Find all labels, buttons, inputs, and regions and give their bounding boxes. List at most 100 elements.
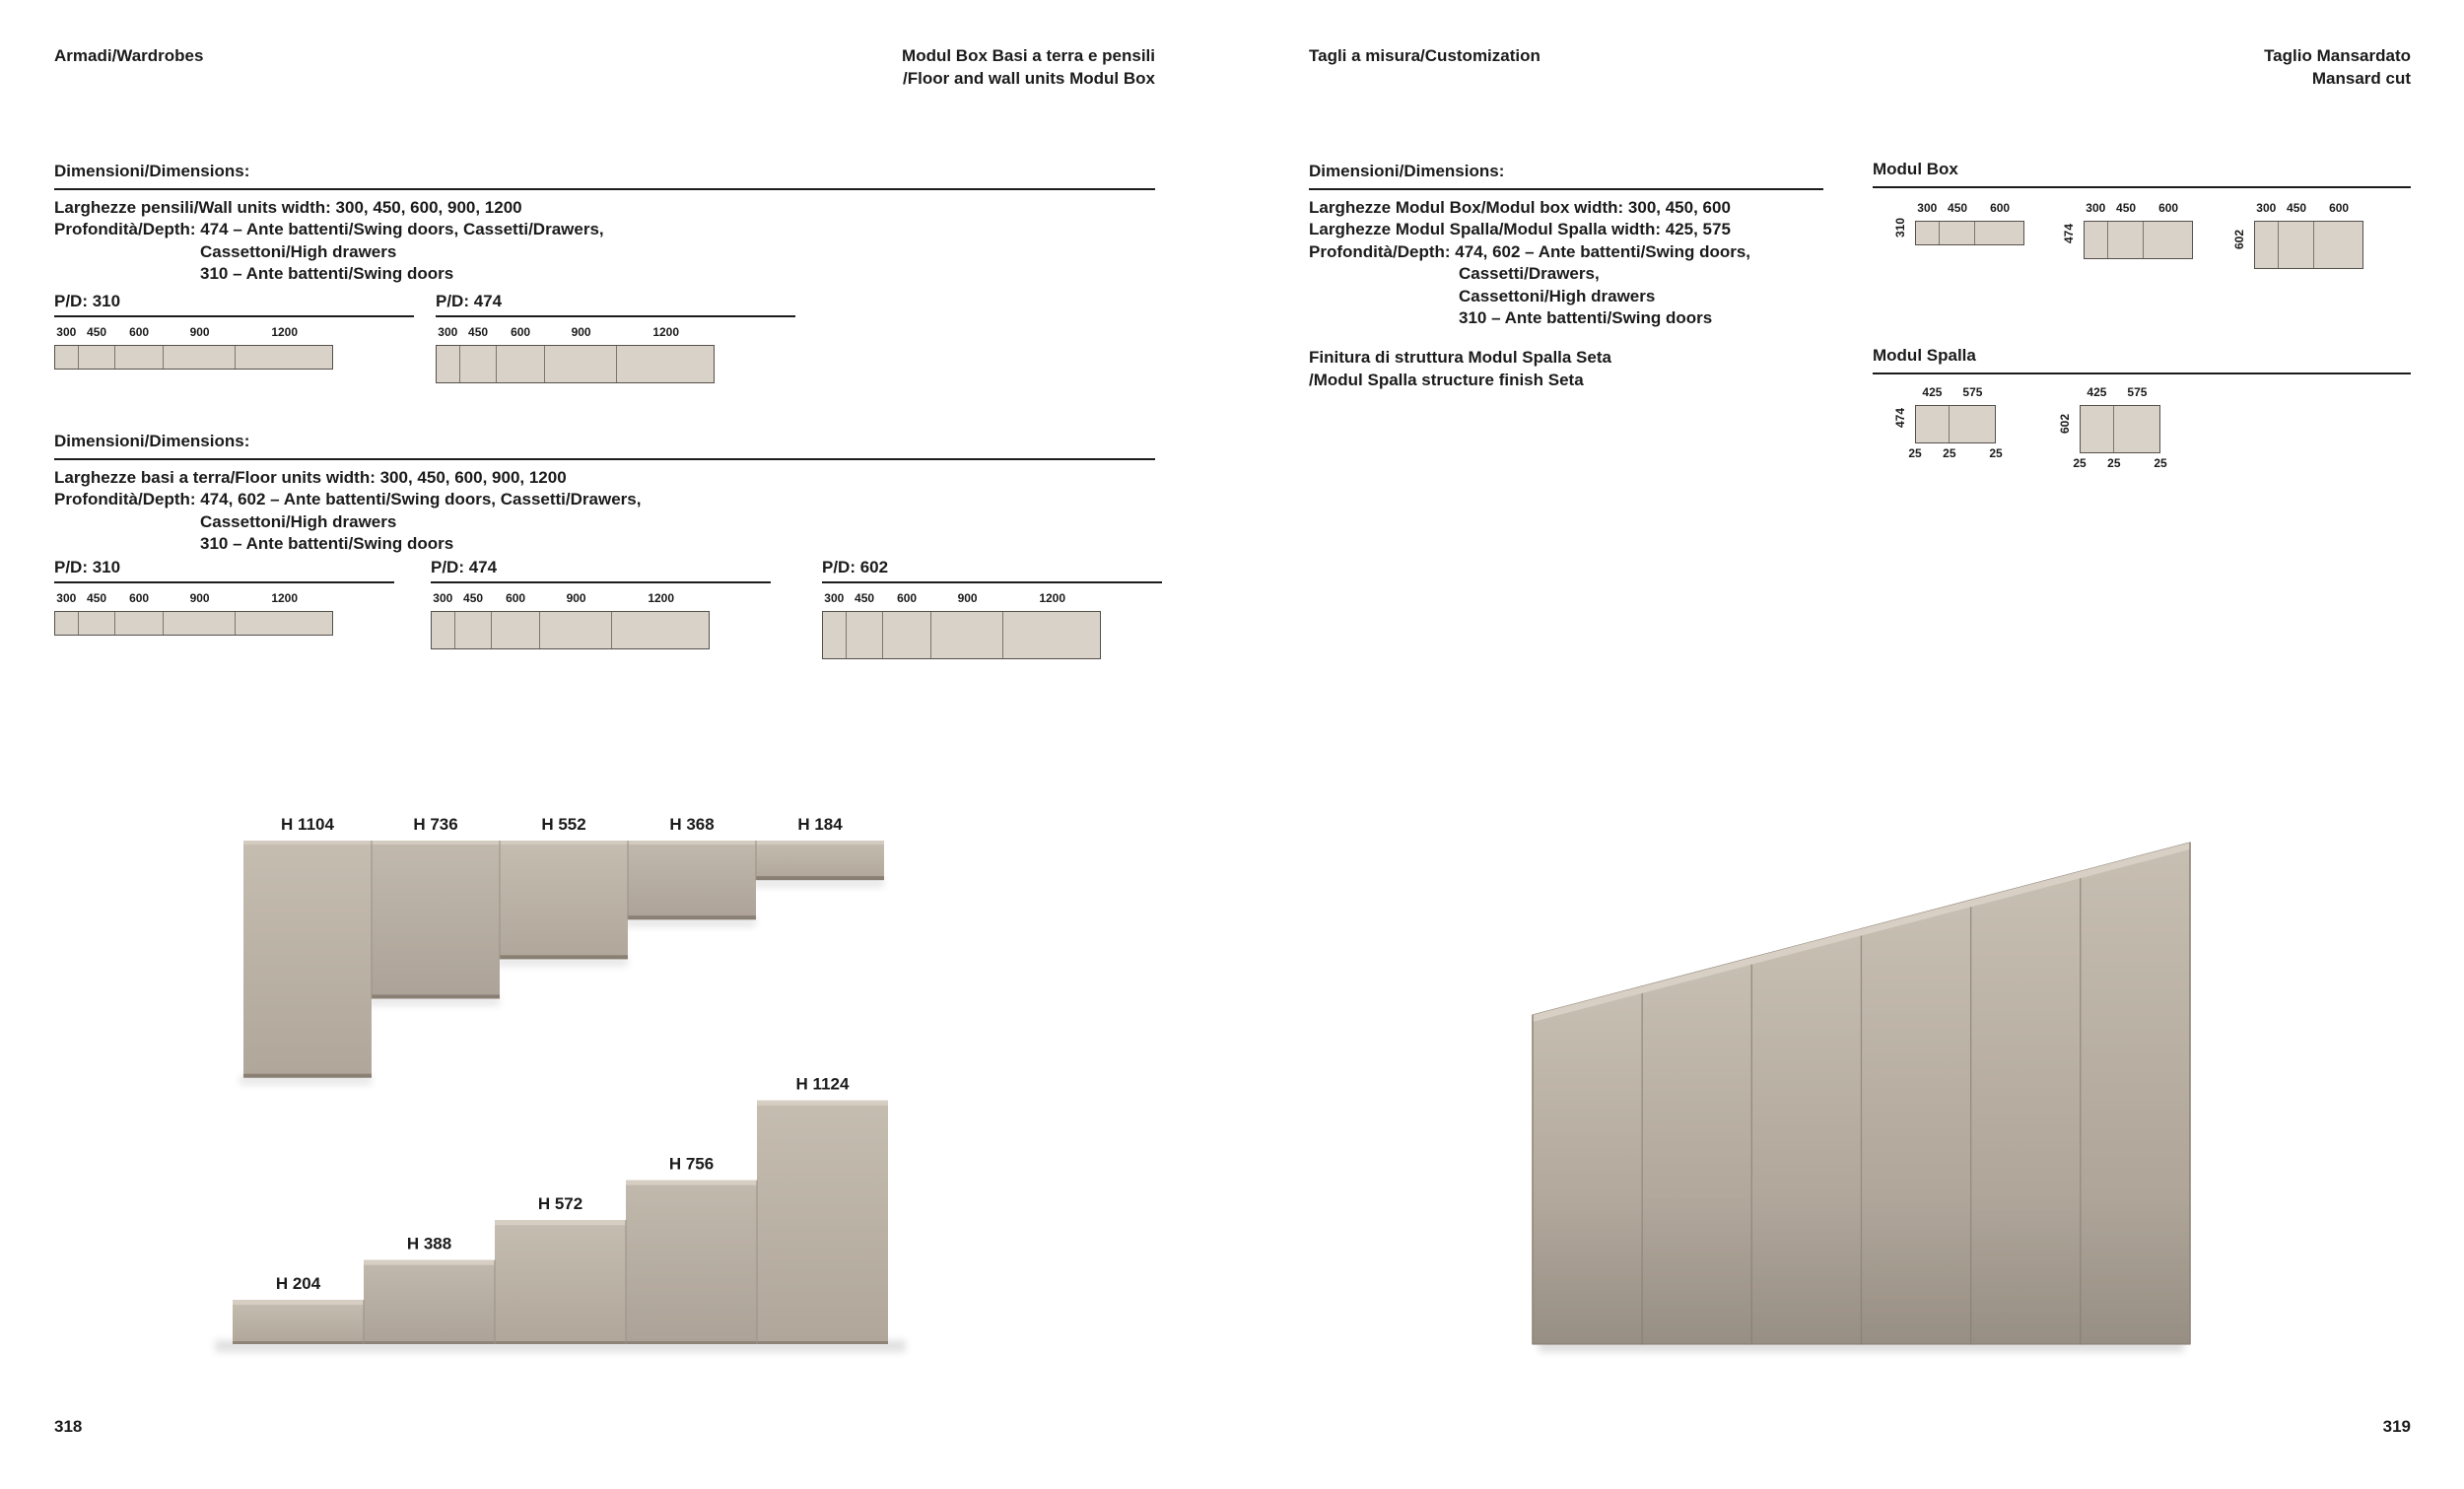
module-bar [2084,221,2193,259]
spec-line: 310 – Ante battenti/Swing doors [200,264,454,283]
width-label: 450 [855,591,875,605]
height-label: H 552 [541,815,585,834]
section-rule [1873,372,2411,374]
module-cell [455,612,493,648]
width-label: 450 [87,325,107,339]
width-label: 425 [2087,385,2107,399]
height-label: H 204 [276,1274,321,1293]
finish-note-line2: /Modul Spalla structure finish Seta [1309,370,1584,389]
right-page-title-line1: Taglio Mansardato [2264,46,2411,65]
scale-diagram: 300 450 600 602 [2232,193,2363,270]
module-cell [79,612,116,636]
scale-diagram: P/D: 310 300 450 600 900 1200 [54,558,394,637]
spec-line: Larghezze Modul Box/Modul box width: 300… [1309,197,1731,217]
depth-label: 474 [1893,408,1907,429]
module-cell [2279,222,2315,269]
diagram-depth-title: P/D: 602 [822,558,889,576]
thickness-label: 25 [2154,456,2167,471]
left-page-title-line1: Modul Box Basi a terra e pensili [902,46,1155,65]
diagram-rule [822,581,1162,583]
width-label: 600 [2329,201,2350,215]
scale-diagram: 300 450 600 474 [2062,193,2193,259]
height-label: H 184 [797,815,843,834]
width-label: 300 [56,591,77,605]
module-cell [460,346,498,382]
page-number-right: 319 [2382,1417,2411,1436]
section-title: Dimensioni/Dimensions: [54,162,250,180]
module-cell [163,346,237,370]
module-cell [2314,222,2362,269]
scale-diagram: 425 575 474 25 25 25 [1893,377,2003,460]
width-label: 300 [56,325,77,339]
height-label: H 756 [669,1155,714,1174]
scale-diagram: P/D: 602 300 450 600 900 1200 [822,558,1162,660]
width-labels: 300 450 600 900 1200 [54,589,333,607]
diagram-depth-title: P/D: 310 [54,558,121,576]
module-cell [1975,222,2023,245]
thickness-label: 25 [1989,445,2003,460]
width-label: 900 [957,591,978,605]
width-labels: 425 575 [1915,383,1996,401]
section-title: Dimensioni/Dimensions: [1309,162,1505,180]
height-label: H 388 [407,1235,451,1253]
mansard-render [1518,828,2218,1365]
scale-diagram: 300 450 600 310 [1893,193,2024,246]
width-labels: 300 450 600 [2084,199,2193,217]
module-cell [236,346,332,370]
module-cell [2255,222,2280,269]
module-bar [822,611,1101,660]
section-spec-lines: Larghezze basi a terra/Floor units width… [54,467,1155,556]
spec-line: 310 – Ante battenti/Swing doors [200,534,454,553]
width-label: 300 [1917,201,1938,215]
module-cell [236,612,332,636]
module-bar [54,345,333,371]
width-labels: 300 450 600 900 1200 [436,323,715,341]
width-labels: 300 450 600 [1915,199,2024,217]
module-cell [930,612,1004,659]
depth-label: 310 [1893,217,1907,237]
width-label: 900 [566,591,586,605]
scale-diagram: 425 575 602 25 25 25 [2058,377,2167,470]
module-cell [55,612,80,636]
finish-note: Finitura di struttura Modul Spalla Seta … [1309,347,1823,391]
thickness-label: 25 [2107,456,2121,471]
width-label: 300 [438,325,458,339]
section-spec-lines: Larghezze Modul Box/Modul box width: 300… [1309,197,1823,330]
module-bar [1915,405,1996,443]
diagram-depth-title: P/D: 474 [431,558,498,576]
finish-note-line1: Finitura di struttura Modul Spalla Seta [1309,348,1611,367]
spec-line: Profondità/Depth: 474, 602 – Ante batten… [1309,241,1751,261]
width-label: 1200 [652,325,680,339]
width-labels: 300 450 600 900 1200 [822,589,1101,607]
module-cell [497,346,545,382]
height-label: H 1104 [281,815,334,834]
section-rule [1873,185,2411,188]
module-cell [1916,222,1941,245]
width-label: 600 [511,325,531,339]
width-label: 450 [468,325,489,339]
width-label: 600 [129,591,150,605]
module-cell [612,612,709,648]
diagram-rule [431,581,771,583]
module-cell [883,612,931,659]
diagram-rule [54,315,414,317]
width-label: 1200 [271,325,299,339]
thickness-label: 25 [1908,445,1922,460]
module-cell [2085,222,2109,258]
module-cell [847,612,884,659]
floor-units-render: H 204 H 388 H 572 H 756 H 1124 [177,1045,966,1380]
module-bar [436,345,715,383]
height-label: H 368 [669,815,714,834]
module-cell [2114,406,2159,453]
diagram-depth-title: P/D: 474 [436,292,503,310]
module-cell [437,346,461,382]
module-bar [2080,405,2160,454]
width-label: 600 [2158,201,2179,215]
module-bar [2254,221,2363,270]
spec-line: Cassetti/Drawers, [1459,264,1600,283]
spec-line: Larghezze Modul Spalla/Modul Spalla widt… [1309,220,1731,238]
width-label: 1200 [648,591,675,605]
module-cell [1940,222,1976,245]
module-cell [1950,406,1995,442]
